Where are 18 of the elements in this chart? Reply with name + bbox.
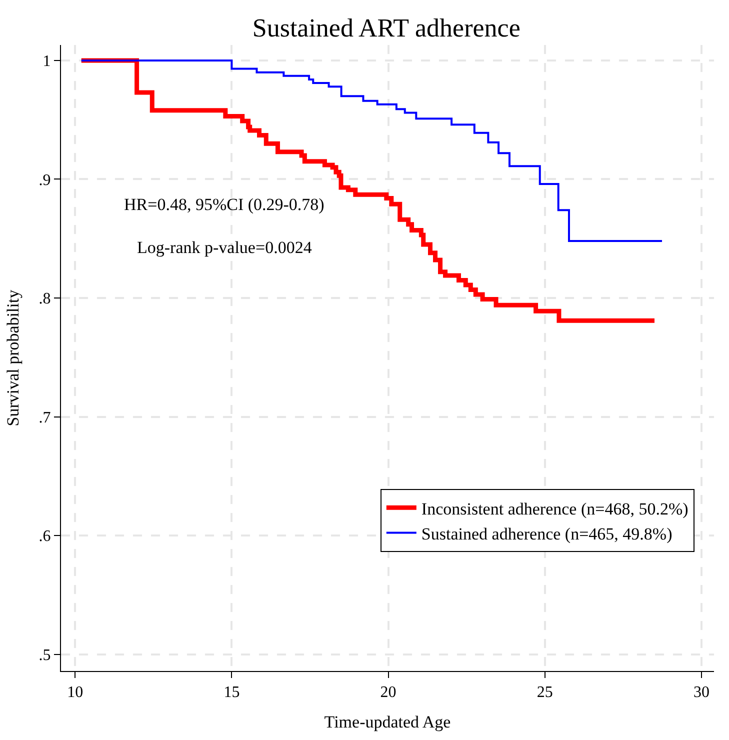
y-tick-label: .8: [38, 290, 51, 308]
y-tick-label: .5: [38, 646, 51, 664]
x-tick-label: 15: [224, 684, 240, 702]
y-tick-label: 1: [42, 53, 51, 70]
x-tick-label: 10: [67, 684, 84, 702]
chart-title: Sustained ART adherence: [252, 14, 520, 43]
annotation: HR=0.48, 95%CI (0.29-0.78): [124, 195, 324, 214]
x-tick-label: 30: [693, 684, 710, 702]
legend-label: Inconsistent adherence (n=468, 50.2%): [421, 499, 688, 518]
x-axis-title: Time-updated Age: [324, 712, 451, 732]
legend-label: Sustained adherence (n=465, 49.8%): [421, 524, 672, 544]
y-tick-label: .6: [38, 528, 51, 546]
y-axis-title: Survival probability: [3, 289, 22, 426]
annotation: Log-rank p-value=0.0024: [137, 238, 312, 257]
y-tick-label: .9: [38, 172, 51, 189]
x-tick-label: 25: [536, 684, 553, 702]
x-tick-label: 20: [380, 684, 396, 702]
y-tick-label: .7: [38, 409, 51, 426]
